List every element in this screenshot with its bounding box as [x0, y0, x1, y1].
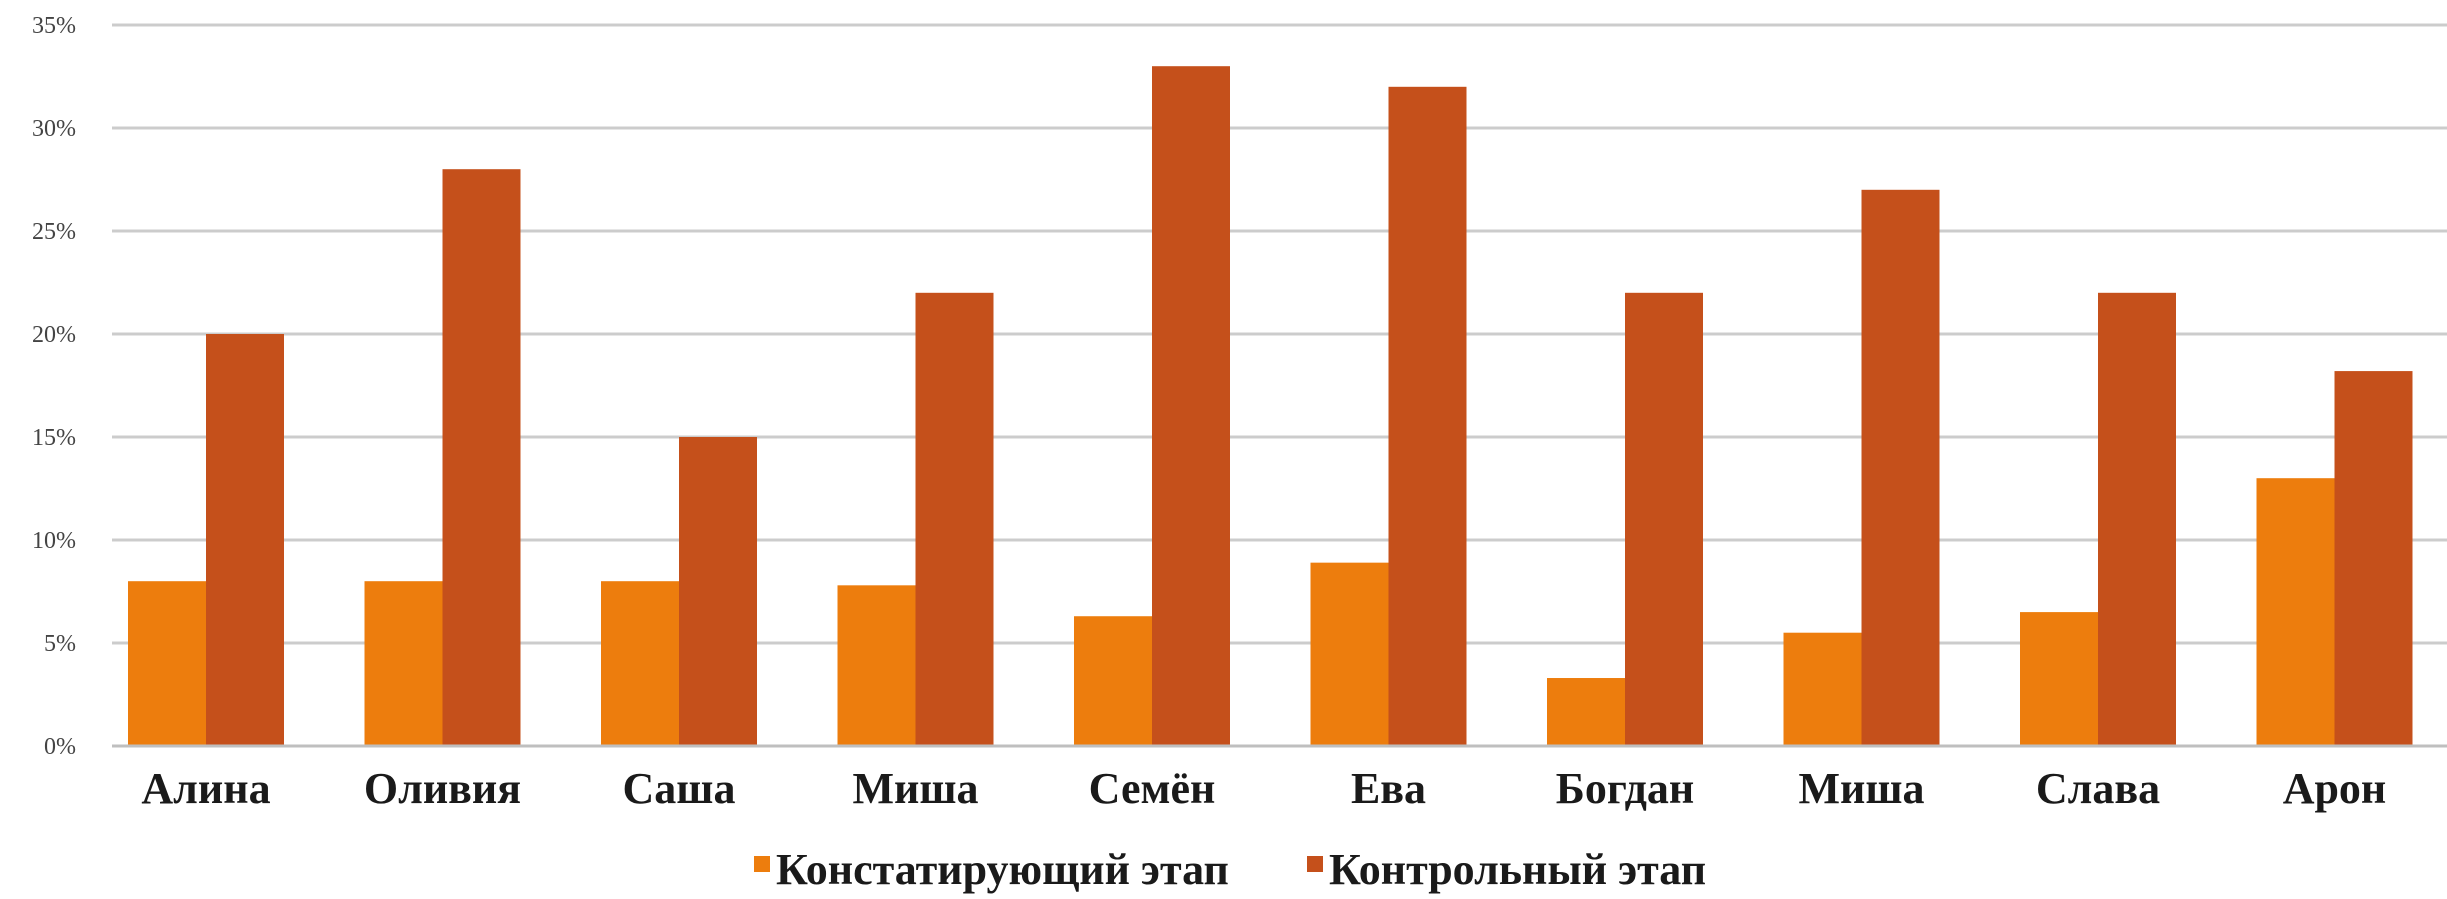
- x-tick-label: Оливия: [364, 764, 521, 813]
- y-tick-label: 15%: [32, 425, 76, 451]
- bars: [128, 66, 2413, 747]
- bar-kontrolnyy: [679, 437, 757, 746]
- bar-kontrolnyy: [2098, 292, 2176, 746]
- x-tick-label: Миша: [852, 764, 978, 813]
- legend-label: Контрольный этап: [1329, 845, 1706, 894]
- legend-label: Констатирующий этап: [776, 845, 1229, 894]
- bar-konstatiruyushchiy: [601, 581, 679, 746]
- legend: Констатирующий этап Контрольный этап: [754, 845, 1706, 894]
- x-tick-label: Миша: [1798, 764, 1924, 813]
- bar-konstatiruyushchiy: [1310, 562, 1389, 746]
- y-tick-label: 20%: [32, 322, 76, 348]
- x-tick-label: Алина: [141, 764, 270, 813]
- bar-konstatiruyushchiy: [1547, 678, 1625, 746]
- bar-konstatiruyushchiy: [1074, 616, 1152, 746]
- x-tick-label: Саша: [623, 764, 736, 813]
- bar-kontrolnyy: [442, 169, 521, 746]
- legend-swatch: [1307, 856, 1323, 872]
- x-tick-label: Богдан: [1556, 764, 1695, 813]
- bar-konstatiruyushchiy: [364, 581, 443, 746]
- y-tick-label: 30%: [32, 116, 76, 142]
- y-tick-label: 10%: [32, 528, 76, 554]
- bar-konstatiruyushchiy: [837, 585, 916, 746]
- bar-konstatiruyushchiy: [1783, 632, 1862, 746]
- bar-konstatiruyushchiy: [2020, 612, 2098, 746]
- x-tick-label: Слава: [2036, 764, 2160, 813]
- bar-kontrolnyy: [2334, 371, 2413, 746]
- bar-kontrolnyy: [206, 334, 284, 746]
- bar-kontrolnyy: [1388, 86, 1467, 747]
- bar-kontrolnyy: [1861, 189, 1940, 747]
- y-tick-label: 35%: [32, 13, 76, 39]
- bar-kontrolnyy: [1625, 292, 1703, 746]
- legend-swatch: [754, 856, 770, 872]
- x-tick-label: Семён: [1089, 764, 1216, 813]
- bar-konstatiruyushchiy: [128, 581, 206, 746]
- y-axis: 0% 5% 10% 15% 20% 25% 30% 35%: [32, 13, 76, 760]
- y-tick-label: 5%: [44, 631, 76, 657]
- y-tick-label: 25%: [32, 219, 76, 245]
- x-tick-label: Арон: [2283, 764, 2387, 813]
- bar-kontrolnyy: [1152, 66, 1230, 746]
- bar-konstatiruyushchiy: [2256, 478, 2335, 746]
- bar-kontrolnyy: [915, 292, 994, 746]
- y-tick-label: 0%: [44, 734, 76, 760]
- x-axis: Алина Оливия Саша Миша Семён Ева Богдан Миша Сла…: [112, 744, 2447, 813]
- x-tick-label: Ева: [1351, 764, 1426, 813]
